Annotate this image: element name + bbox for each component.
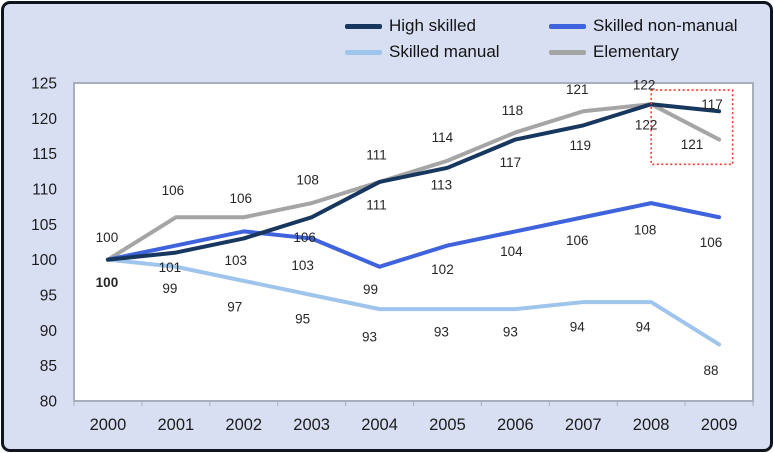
legend: High skilled Skilled non-manual Skilled ma… [345,16,738,62]
legend-swatch-skilled-non-manual [549,23,586,29]
x-axis-tick-label: 2002 [225,416,262,434]
series-line-skilled-manual [105,257,722,347]
legend-swatch-high-skilled [345,23,382,29]
data-label-elementary: 121 [566,82,589,97]
data-label-skilled-non-manual: 108 [634,223,657,238]
data-label-elementary: 114 [432,130,454,145]
data-label-skilled-non-manual: 104 [500,244,523,259]
legend-label: Skilled non-manual [593,16,738,35]
y-axis-tick-label: 85 [40,358,57,375]
data-label-elementary: 118 [502,103,524,118]
data-label-high-skilled: 117 [500,155,522,170]
x-axis-tick-label: 2000 [90,416,127,434]
data-label-skilled-manual: 93 [362,330,377,345]
x-axis-tick-label: 2001 [157,416,194,434]
legend-item-skilled-non-manual: Skilled non-manual [549,16,738,36]
y-axis-tick-label: 80 [40,394,58,411]
highlight-box [650,89,734,166]
data-label-high-skilled: 122 [635,118,658,133]
data-label-elementary: 100 [96,230,119,245]
data-label-skilled-manual: 95 [295,312,310,327]
x-axis-tick-label: 2003 [293,416,330,434]
data-label-high-skilled: 111 [366,197,387,212]
legend-item-elementary: Elementary [549,41,738,62]
data-label-skilled-non-manual: 106 [566,233,589,248]
y-axis-tick-label: 110 [32,182,57,199]
data-label-skilled-manual: 97 [227,299,242,314]
x-axis-tick-label: 2009 [701,416,738,434]
series-line-elementary [105,102,722,262]
data-label-elementary: 106 [162,183,185,198]
x-axis-tick-label: 2004 [361,416,398,434]
legend-label: Skilled manual [389,41,500,61]
data-label-skilled-non-manual: 106 [700,235,723,250]
data-label-high-skilled: 119 [569,138,591,153]
y-axis-tick-label: 125 [31,76,57,93]
data-label-elementary: 117 [701,97,723,112]
data-label-elementary: 106 [229,191,252,206]
legend-swatch-skilled-manual [345,49,382,55]
data-label-high-skilled: 100 [96,275,119,290]
y-axis-tick-label: 115 [32,146,57,163]
data-label-high-skilled: 101 [159,260,182,275]
legend-item-high-skilled: High skilled [345,16,549,36]
legend-swatch-elementary [549,49,586,55]
data-label-skilled-non-manual: 102 [431,262,454,277]
data-label-high-skilled: 103 [224,253,247,268]
x-axis-tick-label: 2006 [497,416,534,434]
data-label-high-skilled: 113 [431,177,453,192]
y-axis-tick-label: 120 [31,111,57,128]
data-label-skilled-manual: 94 [636,320,652,335]
data-label-skilled-non-manual: 103 [291,258,314,273]
data-label-elementary: 108 [296,173,319,188]
data-label-skilled-manual: 93 [503,325,518,340]
series-line-high-skilled [105,102,722,262]
x-axis-tick-label: 2008 [633,416,670,434]
y-axis-tick-label: 105 [31,217,57,234]
data-label-skilled-manual: 93 [434,325,449,340]
x-axis-tick-label: 2007 [565,416,602,434]
legend-label: Elementary [593,41,679,61]
data-label-skilled-non-manual: 99 [363,282,378,297]
y-axis-tick-label: 95 [40,288,57,305]
legend-label: High skilled [389,16,476,35]
data-label-elementary: 122 [633,78,656,93]
data-label-skilled-manual: 88 [704,363,719,378]
y-axis-tick-label: 100 [31,252,57,269]
legend-item-skilled-manual: Skilled manual [345,41,549,62]
data-label-high-skilled: 121 [681,137,704,152]
data-label-high-skilled: 106 [293,230,316,245]
y-axis-tick-label: 90 [40,323,58,340]
data-label-skilled-manual: 99 [162,281,177,296]
series-line-skilled-non-manual [105,201,722,269]
data-label-skilled-manual: 94 [570,320,586,335]
data-label-elementary: 111 [366,147,387,162]
x-axis-tick-label: 2005 [429,416,466,434]
